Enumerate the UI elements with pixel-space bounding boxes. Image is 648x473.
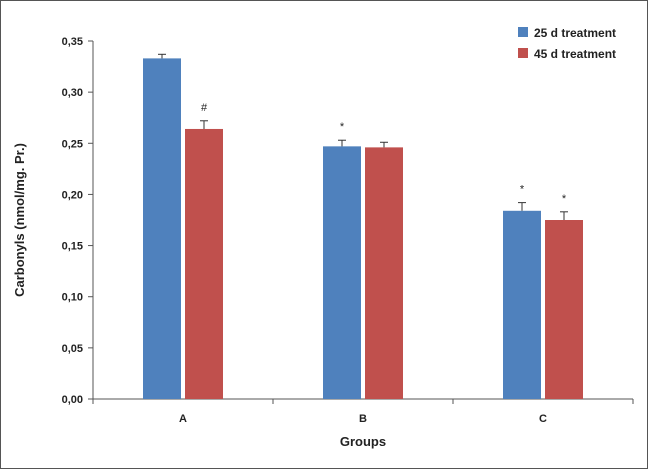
y-tick-label: 0,25: [62, 138, 83, 150]
y-tick-label: 0,15: [62, 241, 83, 253]
legend-swatch: [518, 27, 528, 37]
significance-marker: *: [562, 193, 567, 205]
legend: 25 d treatment 45 d treatment: [518, 26, 616, 61]
significance-marker: #: [201, 102, 208, 114]
y-tick-label: 0,20: [62, 189, 83, 201]
x-tick-label: A: [179, 413, 187, 425]
error-bars: [158, 53, 568, 220]
bar: [365, 147, 403, 399]
x-ticks: A B C: [92, 399, 634, 425]
annotations: * * # *: [201, 102, 567, 205]
y-tick-label: 0,10: [62, 292, 83, 304]
x-axis-title: Groups: [340, 434, 386, 449]
bar: [143, 58, 181, 399]
bar: [545, 220, 583, 399]
x-tick-label: B: [359, 413, 367, 425]
bar: [503, 210, 541, 399]
significance-marker: *: [520, 184, 525, 196]
y-axis-title: Carbonyls (nmol/mg. Pr.): [12, 143, 27, 297]
bars: [143, 58, 583, 400]
x-tick-label: C: [539, 413, 547, 425]
y-tick-label: 0,30: [62, 87, 83, 99]
bar: [323, 146, 361, 399]
y-ticks: 0,00 0,05 0,10 0,15 0,20 0,25 0,30 0,35: [62, 36, 93, 406]
y-tick-label: 0,00: [62, 394, 83, 406]
y-tick-label: 0,35: [62, 36, 83, 48]
bar: [185, 128, 223, 400]
y-tick-label: 0,05: [62, 343, 83, 355]
legend-label: 25 d treatment: [534, 26, 616, 40]
legend-swatch: [518, 48, 528, 58]
significance-marker: *: [340, 121, 345, 133]
legend-label: 45 d treatment: [534, 47, 616, 61]
